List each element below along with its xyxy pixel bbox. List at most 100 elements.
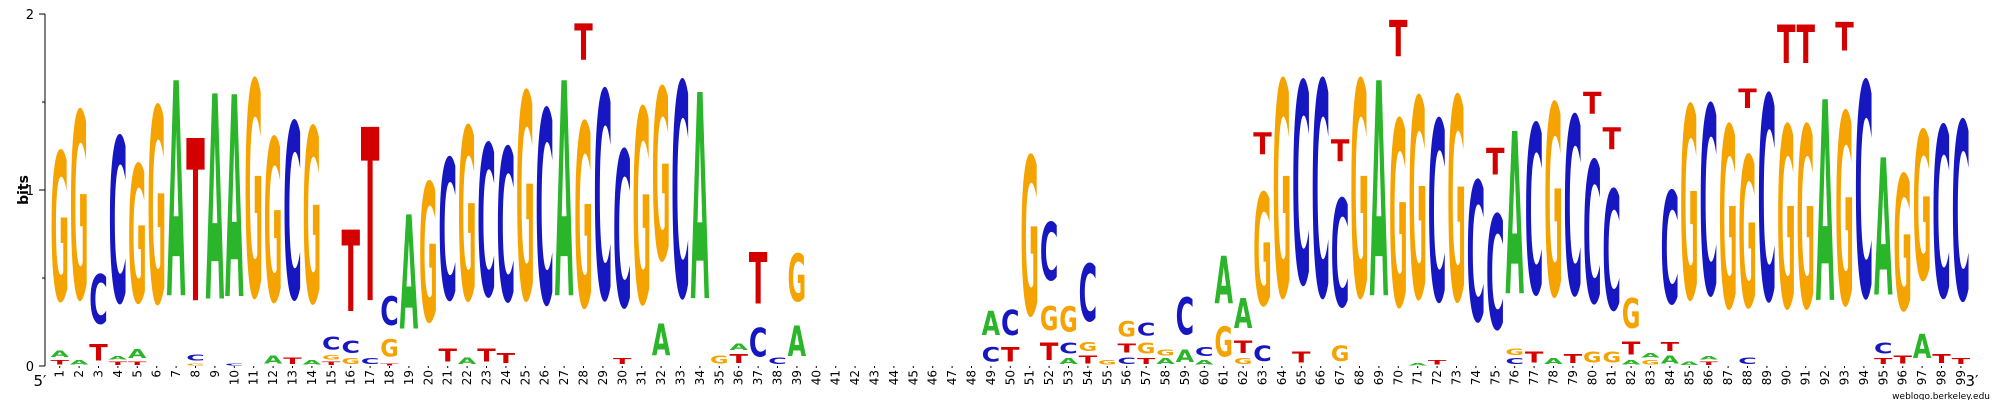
x-tick-label: 81 — [1605, 370, 1619, 385]
logo-letter-t: T — [341, 209, 359, 338]
logo-letter-g: G — [303, 81, 321, 360]
logo-letter-g: G — [574, 73, 592, 366]
logo-letter-t: T — [1932, 352, 1951, 366]
logo-letter-c: C — [1311, 23, 1329, 365]
logo-letter-t: T — [749, 237, 768, 320]
logo-letter-a: A — [303, 359, 322, 366]
logo-letter-g: G — [264, 95, 282, 354]
x-tick-label: 51 — [1023, 370, 1037, 385]
logo-letter-g: G — [1137, 339, 1155, 357]
logo-letter-t: T — [1001, 343, 1019, 366]
x-tick-label: 25 — [518, 370, 532, 385]
x-tick-label: 21 — [441, 370, 455, 385]
y-tick-label-1: 1 — [26, 184, 34, 199]
logo-letter-t: T — [1661, 340, 1680, 354]
logo-letter-a: A — [1661, 354, 1680, 366]
x-tick-label: 58 — [1159, 370, 1173, 385]
x-tick-label: 68 — [1353, 370, 1367, 385]
logo-letter-c: C — [1758, 40, 1776, 365]
logo-letter-t: T — [1389, 12, 1408, 69]
logo-letter-a: A — [225, 41, 243, 362]
x-tick-label: 18 — [383, 370, 397, 385]
logo-letter-t: T — [1428, 359, 1447, 366]
logo-letter-t: T — [186, 95, 204, 353]
logo-letter-a: A — [1195, 359, 1214, 366]
logo-letter-g: G — [419, 145, 437, 365]
x-tick-label: 62 — [1236, 370, 1250, 385]
logo-letter-c: C — [1661, 160, 1679, 339]
logo-letter-g: G — [1079, 340, 1097, 354]
x-tick-label: 53 — [1062, 370, 1076, 385]
logo-letter-a: A — [1214, 245, 1233, 319]
logo-letter-c: C — [225, 363, 243, 367]
x-tick-label: 22 — [460, 370, 474, 385]
logo-letter-a: A — [1505, 88, 1523, 347]
logo-letter-t: T — [1040, 339, 1059, 367]
logo-letter-g: G — [1544, 52, 1562, 356]
x-tick-label: 98 — [1935, 370, 1949, 385]
x-tick-label: 91 — [1799, 370, 1813, 385]
logo-letter-c: C — [1738, 356, 1756, 366]
logo-letter-g: G — [341, 357, 359, 366]
x-tick-label: 61 — [1217, 370, 1231, 385]
logo-letter-g: G — [1602, 348, 1620, 366]
y-tick-label-2: 2 — [26, 8, 34, 23]
x-tick-label: 20 — [421, 370, 435, 385]
x-tick-label: 17 — [363, 370, 377, 385]
logo-letter-a: A — [691, 37, 709, 365]
x-tick-label: 2 — [72, 370, 86, 378]
logo-letter-c: C — [1331, 169, 1349, 340]
x-tick-label: 57 — [1139, 370, 1153, 385]
x-tick-label: 10 — [227, 370, 241, 385]
logo-letter-c: C — [109, 92, 127, 355]
logo-letter-a: A — [1680, 361, 1699, 366]
logo-letter-c: C — [594, 34, 612, 365]
logo-letter-a: A — [1699, 356, 1718, 361]
x-tick-label: 32 — [654, 370, 668, 385]
logo-letter-g: G — [70, 61, 88, 358]
x-tick-label: 75 — [1488, 370, 1502, 385]
logo-letter-a: A — [1874, 121, 1893, 340]
logo-letter-g: G — [1059, 299, 1078, 339]
x-tick-label: 70 — [1391, 370, 1405, 385]
logo-letter-t: T — [283, 355, 302, 366]
logo-letter-c: C — [1874, 340, 1893, 357]
logo-letter-g: G — [186, 362, 204, 366]
y-tick-label-0: 0 — [26, 360, 34, 375]
x-tick-label: 52 — [1042, 370, 1056, 385]
x-tick-label: 16 — [344, 370, 358, 385]
logo-letter-a: A — [1641, 352, 1660, 359]
x-tick-label: 26 — [538, 370, 552, 385]
x-tick-label: 44 — [887, 370, 901, 385]
logo-letter-g: G — [1777, 75, 1795, 365]
x-tick-label: 80 — [1585, 370, 1599, 385]
logo-letter-c: C — [1001, 304, 1019, 344]
logo-letter-c: C — [1059, 340, 1078, 357]
logo-letter-a: A — [70, 359, 89, 366]
logo-letter-a: A — [1622, 359, 1641, 366]
logo-letter-c: C — [613, 108, 631, 357]
logo-letter-t: T — [1602, 121, 1621, 157]
x-tick-label: 15 — [324, 370, 338, 385]
logo-letter-a: A — [109, 356, 128, 361]
x-tick-label: 69 — [1372, 370, 1386, 385]
logo-letter-a: A — [1408, 363, 1428, 367]
x-tick-label: 86 — [1702, 370, 1716, 385]
x-tick-label: 14 — [305, 370, 319, 385]
logo-letter-g: G — [1583, 348, 1601, 366]
x-tick-label: 79 — [1566, 370, 1580, 385]
logo-letter-c: C — [477, 103, 495, 344]
logo-letter-g: G — [788, 242, 806, 317]
logo-letter-t: T — [1777, 14, 1796, 76]
x-tick-label: 35 — [712, 370, 726, 385]
logo-letter-t: T — [1137, 357, 1156, 366]
x-tick-label: 65 — [1294, 370, 1308, 385]
x-tick-label: 37 — [751, 370, 765, 385]
logo-letter-g: G — [1641, 359, 1659, 366]
x-tick-label: 38 — [771, 370, 785, 385]
x-tick-label: 84 — [1663, 370, 1677, 385]
logo-letter-g: G — [128, 127, 146, 346]
logo-letter-c: C — [1117, 356, 1135, 366]
logo-letter-c: C — [1602, 157, 1621, 348]
logo-letter-c: C — [1932, 81, 1950, 352]
